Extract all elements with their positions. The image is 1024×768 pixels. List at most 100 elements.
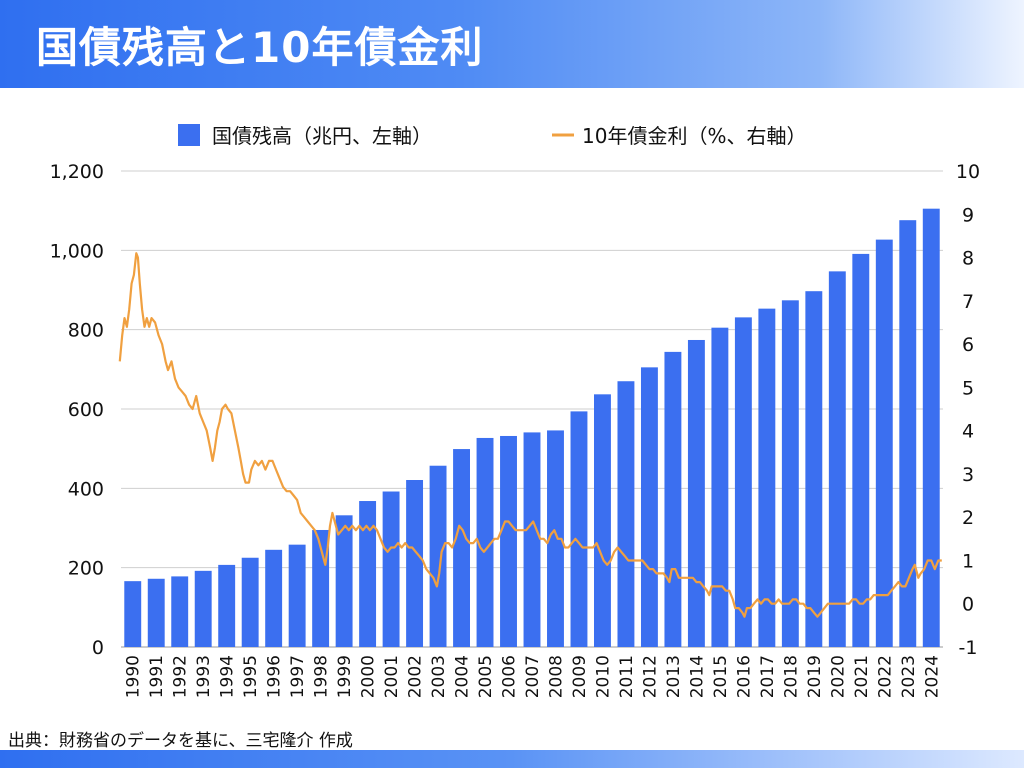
x-tick-label: 1992: [171, 655, 191, 698]
bar-2009: [570, 411, 588, 647]
left-tick-label: 200: [68, 558, 104, 580]
bar-1992: [171, 576, 189, 647]
page-title: 国債残高と10年債金利: [36, 23, 484, 72]
right-tick-label: 2: [962, 507, 974, 529]
bar-2008: [547, 430, 564, 647]
x-tick-label: 2013: [664, 655, 684, 698]
bar-2022: [875, 239, 893, 647]
bar-2015: [711, 327, 729, 647]
bar-2013: [664, 351, 682, 647]
left-tick-label: 0: [92, 637, 104, 659]
bar-1995: [241, 557, 259, 647]
bar-1994: [218, 564, 236, 647]
x-tick-label: 2001: [382, 655, 402, 698]
x-tick-label: 2024: [922, 655, 942, 698]
right-tick-label: 10: [956, 161, 980, 183]
right-tick-label: 8: [962, 248, 974, 270]
bar-1999: [335, 515, 353, 647]
bar-2011: [617, 381, 635, 647]
bar-2014: [687, 339, 705, 647]
line-series: [118, 252, 942, 618]
x-tick-label: 2017: [758, 655, 778, 698]
bar-2005: [476, 437, 494, 647]
left-tick-label: 1,000: [50, 240, 104, 262]
x-tick-label: 2004: [453, 655, 473, 698]
bar-1991: [147, 578, 165, 647]
footer-bar: [0, 750, 1024, 768]
x-tick-label: 2019: [805, 655, 825, 698]
x-tick-label: 2023: [899, 655, 919, 698]
x-tick-label: 2000: [359, 655, 379, 698]
chart-legend: 国債残高（兆円、左軸） 10年債金利（%、右軸）: [178, 124, 806, 148]
x-tick-label: 2015: [711, 655, 731, 698]
x-tick-label: 2007: [523, 655, 543, 698]
x-tick-label: 2018: [781, 655, 801, 698]
x-tick-label: 2003: [429, 655, 449, 698]
x-tick-label: 1998: [312, 655, 332, 698]
bar-2023: [899, 220, 917, 648]
bar-2019: [805, 291, 823, 647]
bar-1997: [288, 544, 306, 647]
x-tick-label: 2022: [875, 655, 895, 698]
left-tick-label: 400: [68, 478, 104, 500]
bar-2024: [922, 208, 940, 647]
right-tick-label: 4: [962, 421, 974, 443]
bar-2003: [429, 465, 447, 647]
x-tick-label: 2006: [500, 655, 520, 698]
left-tick-label: 1,200: [50, 161, 104, 183]
x-tick-label: 2016: [734, 655, 754, 698]
bar-2012: [640, 367, 658, 647]
right-tick-label: -1: [959, 637, 978, 659]
bar-2000: [359, 501, 377, 647]
bar-2004: [453, 449, 470, 647]
right-tick-label: 6: [962, 334, 974, 356]
x-tick-label: 2002: [406, 655, 426, 698]
x-tick-label: 2005: [476, 655, 496, 698]
bar-2010: [594, 394, 611, 647]
x-tick-label: 1990: [124, 655, 144, 698]
x-tick-label: 1993: [194, 655, 214, 698]
source-note: 出典：財務省のデータを基に、三宅隆介 作成: [8, 731, 353, 751]
bar-2016: [734, 317, 752, 647]
bar-1996: [265, 549, 283, 647]
bar-2007: [523, 432, 541, 647]
left-axis: 0 200 400 600 800 1,000 1,200: [50, 161, 104, 659]
x-tick-label: 2009: [570, 655, 590, 698]
bar-2017: [758, 308, 776, 647]
x-tick-label: 1999: [335, 655, 355, 698]
legend-bar-label: 国債残高（兆円、左軸）: [212, 124, 432, 148]
bar-series: [124, 208, 940, 648]
x-tick-label: 2011: [617, 655, 637, 698]
legend-bar-swatch: [178, 124, 200, 146]
x-tick-label: 1995: [241, 655, 261, 698]
x-tick-label: 1991: [147, 655, 167, 698]
bar-2001: [382, 491, 400, 647]
right-tick-label: 7: [962, 291, 974, 313]
x-tick-label: 1996: [265, 655, 285, 698]
right-tick-label: 3: [962, 464, 974, 486]
x-tick-label: 2021: [852, 655, 872, 698]
bar-2018: [781, 300, 799, 647]
bar-1993: [194, 570, 212, 647]
right-tick-label: 5: [962, 377, 974, 399]
right-axis: -1 0 1 2 3 4 5 6 7 8 9 10: [956, 161, 980, 659]
bar-2002: [406, 480, 424, 647]
left-tick-label: 800: [68, 320, 104, 342]
bar-1990: [124, 581, 142, 647]
right-tick-label: 0: [962, 594, 974, 616]
x-tick-label: 2010: [593, 655, 613, 698]
right-tick-label: 1: [962, 550, 974, 572]
bar-2021: [852, 253, 870, 648]
x-tick-label: 2014: [687, 655, 707, 698]
x-tick-label: 1994: [218, 655, 238, 698]
right-tick-label: 9: [962, 204, 974, 226]
bar-2006: [500, 435, 517, 647]
title-banner: 国債残高と10年債金利: [0, 0, 1024, 88]
combo-chart: 国債残高（兆円、左軸） 10年債金利（%、右軸） 0 200 400 600 800 1,0…: [50, 124, 980, 698]
x-tick-label: 1997: [288, 655, 308, 698]
legend-line-label: 10年債金利（%、右軸）: [582, 124, 806, 148]
bar-2020: [828, 271, 846, 647]
x-axis: 1990 1991 1992 1993 1994 1995 1996 1997 1998 1999…: [124, 655, 943, 698]
left-tick-label: 600: [68, 399, 104, 421]
yield-line: [118, 252, 942, 618]
